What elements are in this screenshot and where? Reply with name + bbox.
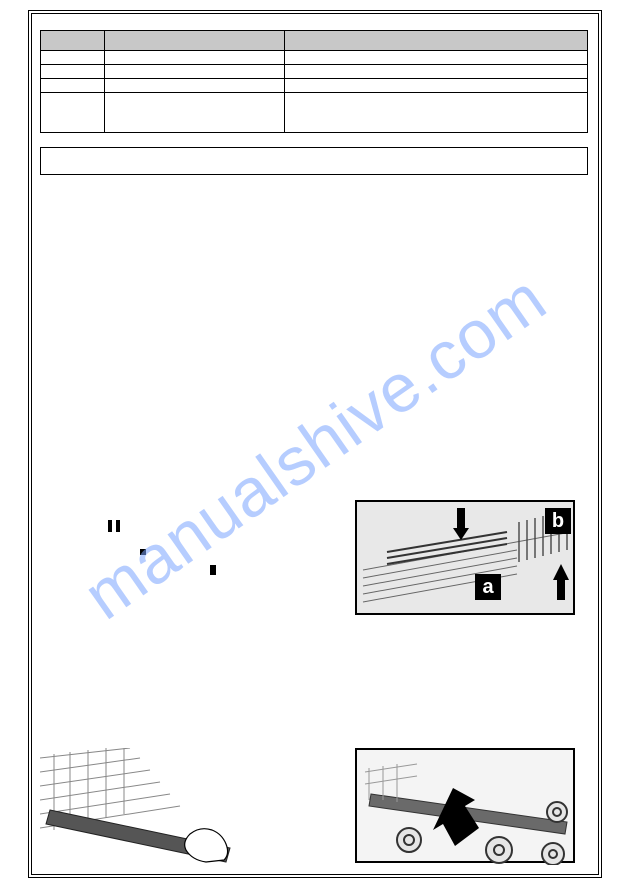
mark xyxy=(116,520,120,532)
table-row xyxy=(41,93,588,133)
mark xyxy=(210,565,216,575)
mark xyxy=(108,520,112,532)
table-header-cell xyxy=(104,31,284,51)
page-content xyxy=(40,30,590,183)
rack-ab-svg xyxy=(357,502,577,617)
data-table xyxy=(40,30,588,133)
basket-rail-svg xyxy=(40,748,260,863)
figure-rail-wheels xyxy=(355,748,575,863)
mark xyxy=(140,549,146,555)
rail-wheels-svg xyxy=(357,750,577,865)
figure-label-b: b xyxy=(545,508,571,534)
figure-basket-rail xyxy=(40,748,260,863)
table-header-row xyxy=(41,31,588,51)
callout-box xyxy=(40,147,588,175)
table-header-cell xyxy=(41,31,105,51)
table-row xyxy=(41,51,588,65)
table-header-cell xyxy=(284,31,587,51)
table-row xyxy=(41,65,588,79)
table-row xyxy=(41,79,588,93)
figure-label-a: a xyxy=(475,574,501,600)
figure-rack-ab: a b xyxy=(355,500,575,615)
